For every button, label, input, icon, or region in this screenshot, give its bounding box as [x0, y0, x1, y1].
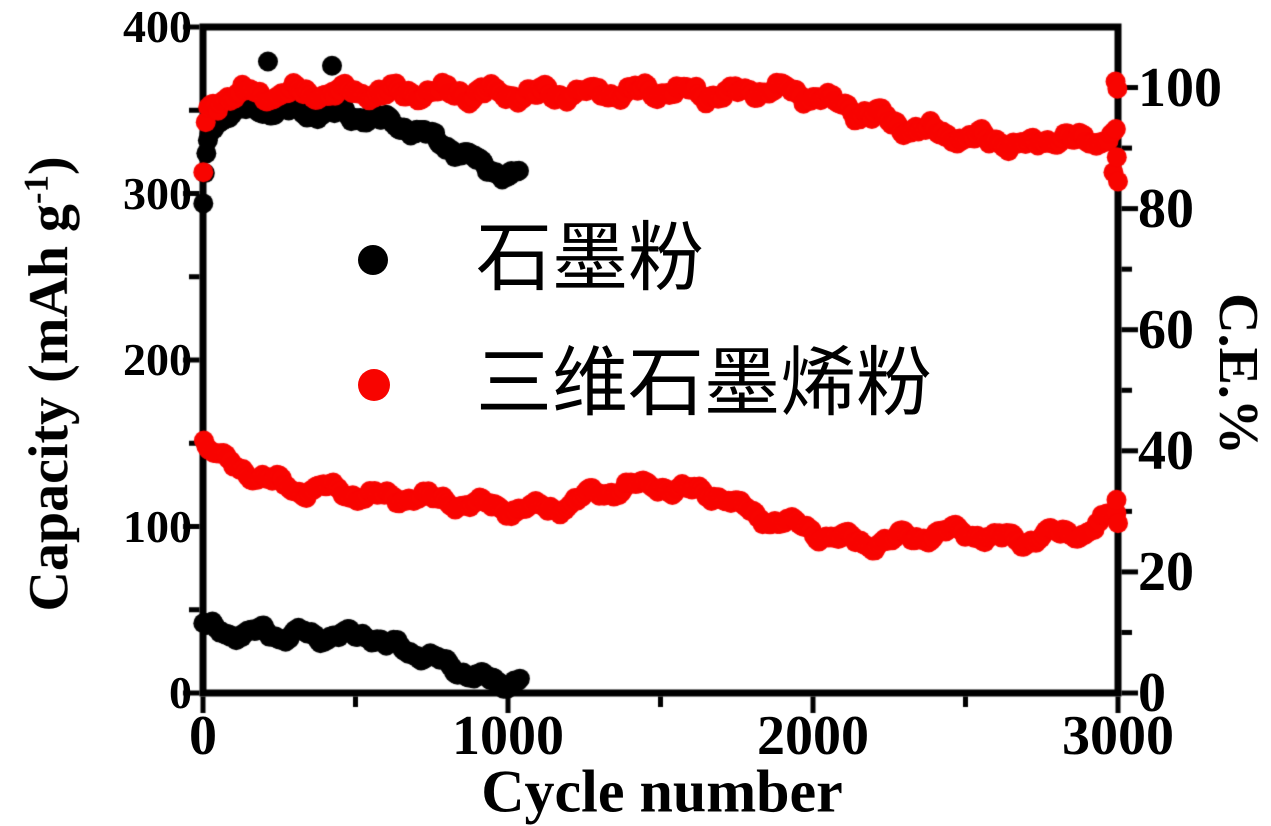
y-left-tick-label: 0 [169, 667, 192, 718]
legend-item-3d-graphene: 三维石墨烯粉 [358, 330, 932, 440]
y-left-tick-label: 400 [123, 1, 192, 52]
y-right-tick-label: 0 [1138, 662, 1166, 724]
y-axis-label-right: C.E.% [1207, 293, 1269, 455]
legend-label-graphite: 石墨粉 [476, 217, 704, 302]
y-left-tick-label: 300 [123, 167, 192, 219]
y-left-tick-label: 200 [123, 334, 192, 385]
legend-label-3d-graphene: 三维石墨烯粉 [476, 342, 932, 427]
x-tick-label: 0 [189, 705, 217, 767]
legend-marker-graphite-icon [358, 245, 388, 275]
y-right-tick-label: 100 [1138, 56, 1222, 119]
x-tick-label: 3000 [1062, 705, 1174, 767]
y-right-tick-label: 20 [1138, 540, 1194, 603]
y-left-tick-label: 100 [123, 500, 192, 552]
legend: 石墨粉 三维石墨烯粉 [358, 205, 932, 440]
y-right-tick-label: 60 [1138, 298, 1194, 361]
x-tick-label: 2000 [757, 705, 869, 767]
legend-marker-3d-graphene-icon [358, 369, 390, 401]
y-right-tick-label: 80 [1138, 177, 1194, 240]
legend-item-graphite: 石墨粉 [358, 205, 932, 315]
x-axis-label: Cycle number [481, 758, 843, 825]
x-tick-label: 1000 [452, 705, 564, 767]
y-right-tick-label: 40 [1138, 419, 1194, 482]
